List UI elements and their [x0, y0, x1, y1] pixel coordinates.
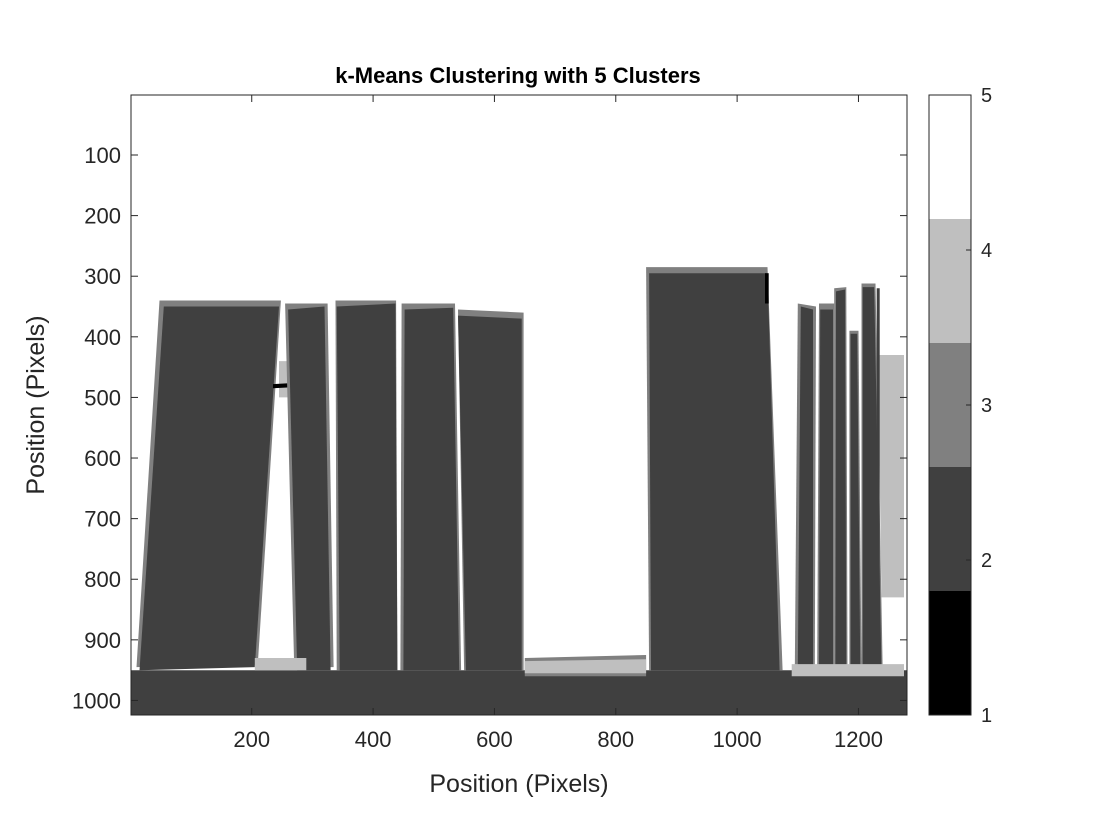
cluster-region — [524, 659, 647, 674]
y-tick-label: 400 — [84, 325, 121, 350]
cluster-region — [850, 333, 861, 671]
y-tick-label: 800 — [84, 567, 121, 592]
colorbar-tick-label: 1 — [981, 705, 992, 727]
cluster-region — [765, 273, 769, 304]
y-tick-label: 600 — [84, 446, 121, 471]
cluster-region — [403, 307, 460, 671]
x-tick-label: 600 — [476, 727, 513, 752]
colorbar-tick-label: 5 — [981, 85, 992, 107]
colorbar-tick-label: 3 — [981, 395, 992, 417]
cluster-region — [649, 273, 780, 671]
colorbar-segment — [929, 591, 971, 716]
colorbar: 1 2 3 4 5 — [928, 85, 992, 727]
y-axis-ticks: 100 200 300 400 500 600 700 800 900 1000 — [72, 143, 907, 713]
cluster-region — [131, 670, 907, 715]
x-tick-label: 1200 — [834, 727, 883, 752]
y-tick-label: 100 — [84, 143, 121, 168]
colorbar-segment — [929, 467, 971, 592]
cluster-region — [797, 306, 813, 671]
y-tick-label: 1000 — [72, 688, 121, 713]
plot-frame — [130, 94, 908, 716]
cluster-region — [791, 664, 904, 677]
colorbar-tick-label: 4 — [981, 240, 992, 262]
x-tick-label: 800 — [597, 727, 634, 752]
cluster-region — [458, 315, 522, 671]
x-axis-label: Position (Pixels) — [429, 770, 608, 798]
cluster-region — [336, 303, 398, 671]
cluster-region — [877, 355, 904, 598]
cluster-region — [139, 306, 279, 671]
y-tick-label: 900 — [84, 628, 121, 653]
colorbar-segment — [929, 95, 971, 220]
colorbar-segment — [929, 343, 971, 468]
x-axis-ticks: 200 400 600 800 1000 1200 — [233, 95, 883, 752]
cluster-regions — [131, 267, 907, 715]
colorbar-tick-label: 2 — [981, 550, 992, 572]
cluster-region — [835, 289, 847, 671]
cluster-region — [288, 306, 331, 671]
y-tick-label: 200 — [84, 204, 121, 229]
cluster-region — [254, 658, 307, 671]
y-axis-label: Position (Pixels) — [22, 315, 50, 494]
x-tick-label: 400 — [355, 727, 392, 752]
y-tick-label: 300 — [84, 264, 121, 289]
cluster-region — [819, 309, 833, 671]
plot-area — [130, 94, 908, 716]
colorbar-segment — [929, 219, 971, 344]
y-tick-label: 500 — [84, 385, 121, 410]
y-tick-label: 700 — [84, 507, 121, 532]
cluster-region — [876, 288, 880, 668]
x-tick-label: 200 — [233, 727, 270, 752]
x-tick-label: 1000 — [713, 727, 762, 752]
chart-title: k-Means Clustering with 5 Clusters — [335, 63, 701, 88]
